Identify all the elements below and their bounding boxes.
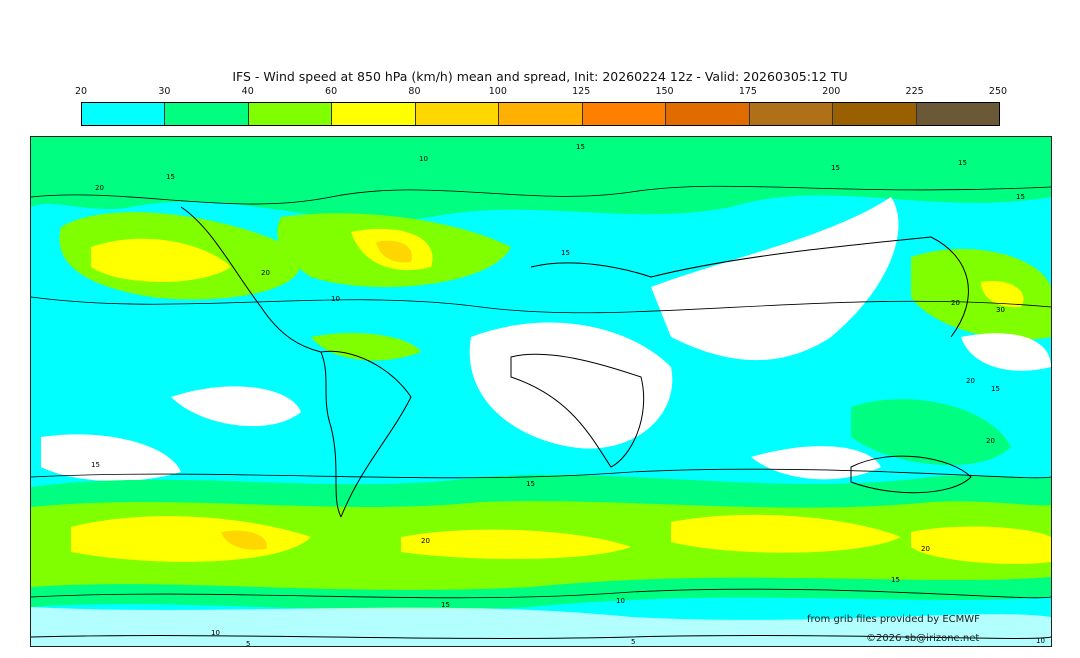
- colorbar-tick-label: 80: [408, 86, 421, 97]
- calm-region-epacific: [171, 386, 301, 427]
- wind-region-spacific-max: [221, 530, 267, 550]
- wind-region-caribbean: [311, 332, 421, 361]
- wind-region-indian-south-core: [671, 514, 901, 553]
- colorbar-segment: [916, 103, 999, 125]
- contour-label: 20: [951, 299, 960, 307]
- colorbar-tick-label: 200: [822, 86, 841, 97]
- contour-label: 5: [246, 640, 250, 646]
- contour-label: 20: [966, 377, 975, 385]
- contour-label: 10: [616, 597, 625, 605]
- copyright-credit: ©2026 sb@irizone.net: [866, 633, 980, 644]
- colorbar-segment: [833, 103, 917, 125]
- colorbar-tick-label: 150: [655, 86, 674, 97]
- contour-label: 15: [1016, 193, 1025, 201]
- calm-region-asia: [651, 197, 899, 361]
- colorbar-tick-label: 60: [325, 86, 338, 97]
- contours: [31, 185, 1051, 599]
- colorbar-tick-label: 20: [74, 86, 88, 97]
- map-title: IFS - Wind speed at 850 hPa (km/h) mean …: [232, 69, 848, 84]
- colorbar-segment: [582, 103, 667, 125]
- contour-label: 20: [986, 437, 995, 445]
- contour-label: 20: [421, 537, 430, 545]
- contour-labels: 15 15 15 10 20 20 15 15 15 10 20 30 20 15 20 15 20 10 15 15…: [91, 143, 1045, 646]
- wind-region-npacific-core: [91, 238, 231, 282]
- colorbar-segment: [415, 103, 500, 125]
- calm-region-cpacific: [41, 434, 181, 482]
- contour-label: 15: [526, 480, 535, 488]
- colorbar-segment: [666, 103, 750, 125]
- colorbar-tick-label: 100: [488, 86, 507, 97]
- wind-region-tasman-core: [911, 526, 1051, 564]
- contour-label: 30: [996, 306, 1005, 314]
- contour-label: 15: [561, 249, 570, 257]
- contour-label: 15: [441, 601, 450, 609]
- contour-label: 10: [331, 295, 340, 303]
- contour-label: 15: [891, 576, 900, 584]
- contour-label: 15: [831, 164, 840, 172]
- colorbar-segment: [332, 103, 416, 125]
- colorbar: [81, 102, 1000, 126]
- colorbar-segment: [165, 103, 249, 125]
- contour-label: 10: [1036, 637, 1045, 645]
- colorbar-segment: [499, 103, 583, 125]
- contour-label: 15: [991, 385, 1000, 393]
- colorbar-tick-label: 125: [572, 86, 591, 97]
- calm-region-africa: [469, 322, 673, 449]
- contour-label: 15: [576, 143, 585, 151]
- colorbar-tick-label: 40: [241, 86, 254, 97]
- contour-label: 15: [958, 159, 967, 167]
- contour-label: 20: [95, 184, 104, 192]
- wind-region-spacific-core: [71, 516, 311, 562]
- map-canvas: 15 15 15 10 20 20 15 15 15 10 20 30 20 15 20 15 20 10 15 15…: [31, 137, 1051, 646]
- wind-region-north: [31, 137, 1051, 221]
- colorbar-tick-label: 225: [905, 86, 924, 97]
- coastlines: [31, 206, 1051, 639]
- contour-label: 10: [419, 155, 428, 163]
- colorbar-segment: [248, 103, 333, 125]
- calm-region-indian: [751, 446, 881, 480]
- wind-region-indonesia: [851, 399, 1011, 466]
- wind-region-npacific-east-core: [981, 281, 1024, 308]
- colorbar-tick-label: 30: [158, 86, 171, 97]
- contour-label: 15: [166, 173, 175, 181]
- contour-label: 20: [261, 269, 270, 277]
- wind-region-natlantic-max: [376, 240, 412, 263]
- wind-region-npacific-east: [911, 248, 1051, 340]
- contour-label: 15: [91, 461, 100, 469]
- data-source-credit: from grib files provided by ECMWF: [807, 614, 980, 625]
- colorbar-tick-label: 175: [738, 86, 757, 97]
- contour-label: 20: [921, 545, 930, 553]
- wind-region-satlantic-core: [401, 529, 631, 559]
- contour-label: 10: [211, 629, 220, 637]
- colorbar-segment: [82, 103, 166, 125]
- calm-region-wpacific: [961, 333, 1051, 371]
- wind-speed-map: 15 15 15 10 20 20 15 15 15 10 20 30 20 15 20 15 20 10 15 15…: [30, 136, 1052, 647]
- contour-label: 5: [631, 638, 635, 646]
- colorbar-segment: [749, 103, 834, 125]
- colorbar-tick-label: 250: [988, 86, 1008, 97]
